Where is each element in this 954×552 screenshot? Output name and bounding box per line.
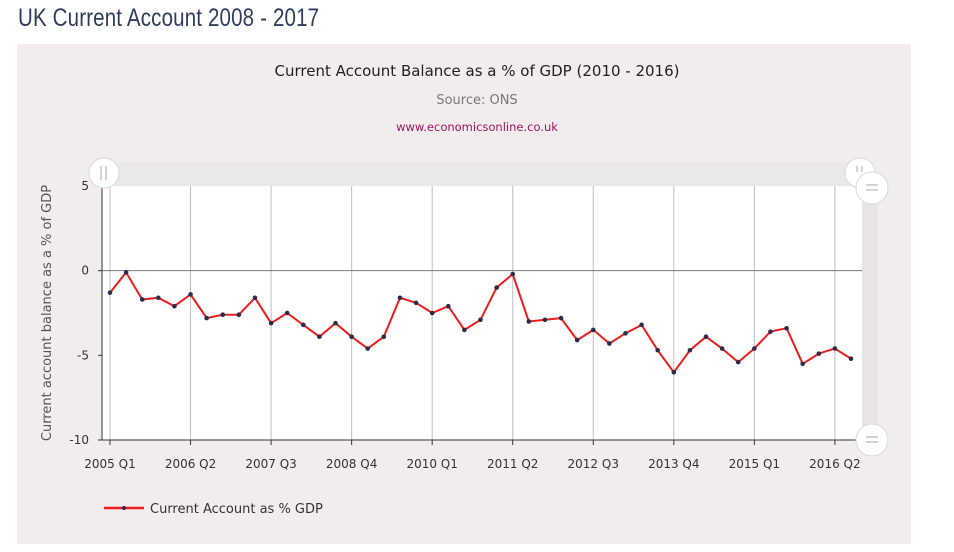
data-point[interactable] <box>317 334 322 340</box>
y-tick-label: -10 <box>69 433 89 447</box>
scroll-handle-top[interactable] <box>855 171 889 205</box>
data-point[interactable] <box>397 295 403 301</box>
y-tick-label: -5 <box>77 348 89 362</box>
x-tick-label: 2011 Q2 <box>487 457 538 471</box>
data-point[interactable] <box>655 347 660 353</box>
x-tick-label: 2012 Q3 <box>568 457 619 471</box>
data-point[interactable] <box>719 346 725 351</box>
x-tick-label: 2005 Q1 <box>84 457 135 471</box>
legend[interactable]: Current Account as % GDP <box>104 502 323 517</box>
data-point[interactable] <box>413 300 419 306</box>
data-point[interactable] <box>445 303 451 309</box>
data-point[interactable] <box>848 356 854 362</box>
data-point[interactable] <box>639 322 644 328</box>
data-point[interactable] <box>156 295 161 301</box>
data-point[interactable] <box>558 315 564 321</box>
data-point[interactable] <box>752 346 757 351</box>
data-point[interactable] <box>574 337 580 343</box>
data-point[interactable] <box>800 361 805 367</box>
data-point[interactable] <box>236 312 242 317</box>
page-title: UK Current Account 2008 - 2017 <box>18 4 320 32</box>
data-point[interactable] <box>301 322 306 328</box>
data-point[interactable] <box>172 303 177 309</box>
chart-credit-link[interactable]: www.economicsonline.co.uk <box>396 120 558 134</box>
x-tick-label: 2007 Q3 <box>245 457 296 471</box>
data-point[interactable] <box>107 290 113 295</box>
x-tick-label: 2015 Q1 <box>729 457 780 471</box>
range-selector-band[interactable] <box>102 162 862 186</box>
data-point[interactable] <box>832 346 838 351</box>
scroll-handle-bottom[interactable] <box>855 423 889 457</box>
data-point[interactable] <box>204 315 209 321</box>
y-tick-label: 5 <box>81 179 89 193</box>
data-point[interactable] <box>768 329 773 334</box>
data-point[interactable] <box>735 359 741 365</box>
data-point[interactable] <box>542 317 548 323</box>
x-tick-label: 2010 Q1 <box>406 457 457 471</box>
legend-label: Current Account as % GDP <box>150 502 323 517</box>
data-point[interactable] <box>607 341 612 346</box>
data-point[interactable] <box>623 331 628 336</box>
data-point[interactable] <box>703 334 709 340</box>
data-point[interactable] <box>139 297 145 302</box>
data-point[interactable] <box>462 327 467 333</box>
x-tick-label: 2008 Q4 <box>326 457 377 471</box>
x-tick-label: 2016 Q2 <box>809 457 860 471</box>
x-tick-label: 2006 Q2 <box>165 457 216 471</box>
data-point[interactable] <box>478 317 483 323</box>
data-point[interactable] <box>123 270 129 275</box>
data-point[interactable] <box>381 334 387 340</box>
legend-swatch-marker <box>122 506 126 510</box>
data-point[interactable] <box>526 319 532 324</box>
chart-subtitle: Source: ONS <box>436 93 518 108</box>
y-axis-label: Current account balance as a % of GDP <box>40 185 55 441</box>
data-point[interactable] <box>510 271 516 277</box>
range-handle-left[interactable] <box>88 157 120 189</box>
data-point[interactable] <box>429 310 435 316</box>
axis-layer: -10 -5 0 5 2005 Q1 2006 Q2 2007 Q3 2008 Q4 2010 … <box>69 179 862 471</box>
data-point[interactable] <box>816 351 822 356</box>
data-point[interactable] <box>252 295 258 301</box>
data-point[interactable] <box>590 327 596 333</box>
data-point[interactable] <box>687 347 693 353</box>
vertical-scrollbar-track[interactable] <box>862 186 878 440</box>
data-point[interactable] <box>268 320 274 326</box>
grid-layer <box>102 186 862 440</box>
y-tick-label: 0 <box>81 264 89 278</box>
data-point[interactable] <box>188 292 193 297</box>
plot-background <box>102 186 862 440</box>
chart-title: Current Account Balance as a % of GDP (2… <box>274 62 680 80</box>
data-point[interactable] <box>284 310 290 316</box>
data-point[interactable] <box>333 320 338 326</box>
data-point[interactable] <box>365 346 371 351</box>
x-tick-label: 2013 Q4 <box>648 457 699 471</box>
series-layer <box>107 270 854 375</box>
data-point[interactable] <box>671 369 677 375</box>
data-point[interactable] <box>349 334 354 340</box>
data-point[interactable] <box>220 312 226 317</box>
data-point[interactable] <box>784 325 789 331</box>
data-point[interactable] <box>494 285 499 290</box>
